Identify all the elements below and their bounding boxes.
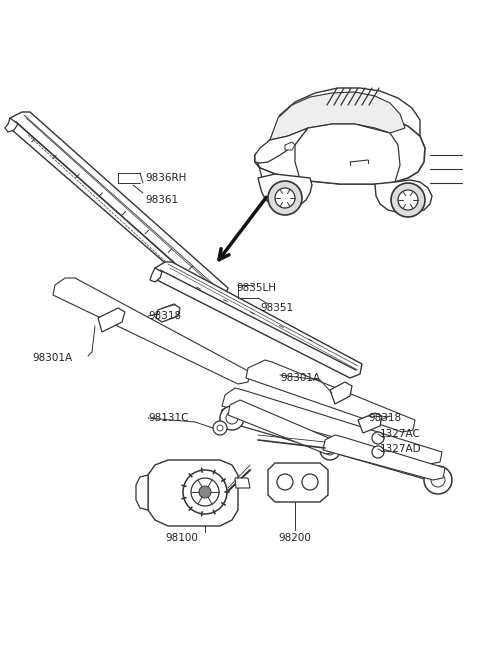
Polygon shape	[228, 400, 338, 454]
Polygon shape	[295, 124, 400, 184]
Polygon shape	[330, 382, 352, 404]
Polygon shape	[98, 308, 125, 332]
Polygon shape	[285, 142, 295, 150]
Polygon shape	[153, 262, 362, 378]
Circle shape	[391, 183, 425, 217]
Text: 98351: 98351	[260, 303, 293, 313]
Polygon shape	[268, 463, 328, 502]
Polygon shape	[375, 180, 432, 213]
Polygon shape	[220, 404, 440, 480]
Text: 98200: 98200	[278, 533, 312, 543]
Text: 98318: 98318	[148, 311, 181, 321]
Polygon shape	[10, 112, 228, 302]
Polygon shape	[136, 475, 148, 510]
Circle shape	[191, 478, 219, 506]
Text: 98318: 98318	[368, 413, 401, 423]
Circle shape	[372, 432, 384, 444]
Text: 98361: 98361	[145, 195, 178, 205]
Polygon shape	[270, 92, 405, 140]
Text: 9836RH: 9836RH	[145, 173, 186, 183]
Polygon shape	[5, 118, 18, 132]
Polygon shape	[148, 460, 238, 526]
Circle shape	[424, 466, 452, 494]
Polygon shape	[270, 88, 420, 140]
Circle shape	[398, 190, 418, 210]
Circle shape	[268, 181, 302, 215]
Text: 1327AC: 1327AC	[380, 429, 421, 439]
Polygon shape	[246, 360, 415, 432]
Polygon shape	[255, 155, 278, 198]
Text: 9835LH: 9835LH	[236, 283, 276, 293]
Circle shape	[277, 474, 293, 490]
Circle shape	[199, 486, 211, 498]
Polygon shape	[222, 388, 442, 464]
Text: 98100: 98100	[166, 533, 198, 543]
Text: 1327AD: 1327AD	[380, 444, 421, 454]
Polygon shape	[255, 128, 308, 163]
Polygon shape	[358, 413, 382, 433]
Polygon shape	[258, 174, 312, 208]
Polygon shape	[235, 478, 250, 488]
Circle shape	[320, 440, 340, 460]
Circle shape	[372, 446, 384, 458]
Circle shape	[275, 188, 295, 208]
Text: 98301A: 98301A	[32, 353, 72, 363]
Text: 98301A: 98301A	[280, 373, 320, 383]
Circle shape	[302, 474, 318, 490]
Polygon shape	[255, 112, 425, 184]
Polygon shape	[150, 268, 162, 282]
Circle shape	[220, 406, 244, 430]
Polygon shape	[53, 278, 250, 384]
Circle shape	[183, 470, 227, 514]
Polygon shape	[156, 304, 180, 322]
Polygon shape	[323, 435, 445, 480]
Text: 98131C: 98131C	[148, 413, 189, 423]
Circle shape	[213, 421, 227, 435]
